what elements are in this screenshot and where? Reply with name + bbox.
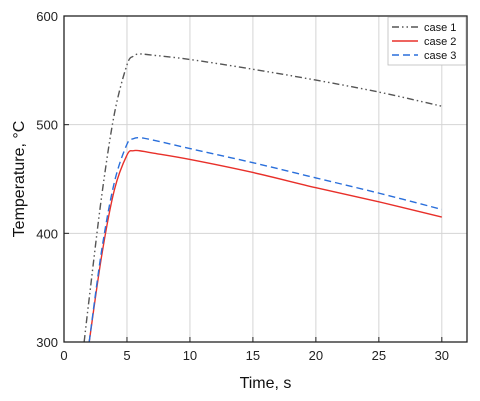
plot-frame	[63, 15, 468, 343]
y-tick-label: 300	[36, 335, 58, 350]
x-tick-label: 25	[372, 348, 386, 363]
x-tick-label: 0	[60, 348, 67, 363]
legend-label-1: case 1	[424, 22, 456, 34]
series-line-2	[88, 149, 442, 343]
legend-label-3: case 3	[424, 50, 456, 62]
legend-label-2: case 2	[424, 36, 456, 48]
y-axis-title: Temperature, °C	[11, 121, 28, 238]
x-tick-label: 10	[183, 348, 197, 363]
series-line-3	[88, 136, 442, 343]
grid	[64, 16, 467, 342]
y-tick-label: 600	[36, 9, 58, 24]
y-tick-label: 500	[36, 118, 58, 133]
x-tick-label: 30	[435, 348, 449, 363]
x-axis-title: Time, s	[240, 375, 292, 392]
ticks: 0 5 10 15 20 25 30 300 400 500 600	[36, 9, 449, 363]
series-line-1	[83, 53, 442, 343]
legend: case 1 case 2 case 3	[387, 16, 467, 66]
x-tick-label: 15	[246, 348, 260, 363]
series-layer	[83, 53, 442, 343]
x-tick-label: 20	[309, 348, 323, 363]
plot-background	[64, 16, 467, 342]
y-tick-label: 400	[36, 226, 58, 241]
x-tick-label: 5	[123, 348, 130, 363]
